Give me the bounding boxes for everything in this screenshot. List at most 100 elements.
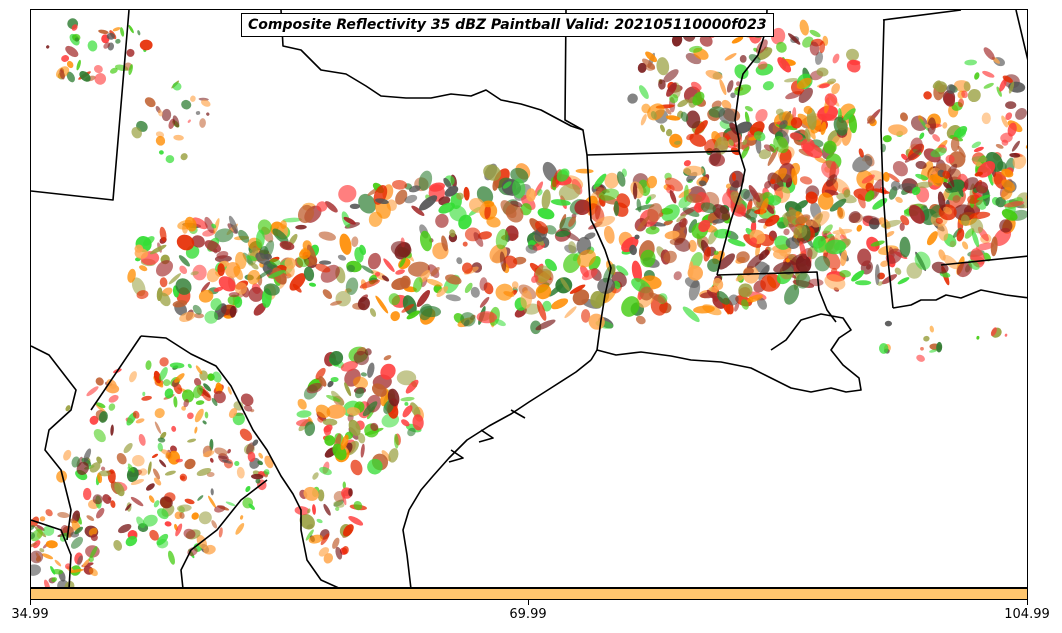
reflectivity-blob [318, 231, 336, 241]
reflectivity-blob [110, 67, 118, 74]
reflectivity-blob [809, 41, 820, 56]
map-panel [30, 9, 1028, 588]
reflectivity-blob [246, 255, 257, 262]
reflectivity-blob [846, 59, 861, 73]
reflectivity-blob [195, 400, 205, 405]
reflectivity-blob [734, 84, 752, 96]
reflectivity-blob [839, 269, 851, 278]
reflectivity-blob [149, 244, 167, 255]
reflectivity-blob [960, 214, 970, 227]
reflectivity-blob [357, 296, 370, 311]
reflectivity-blob [753, 131, 766, 142]
reflectivity-blob [999, 219, 1013, 233]
reflectivity-blob [970, 218, 984, 234]
reflectivity-blob [142, 391, 146, 397]
reflectivity-blob [299, 513, 315, 530]
reflectivity-blob [181, 389, 195, 403]
reflectivity-blob [159, 367, 168, 381]
reflectivity-blob [594, 215, 616, 228]
reflectivity-blob [731, 36, 744, 44]
reflectivity-blob [31, 564, 42, 576]
reflectivity-blob [151, 453, 159, 459]
reflectivity-blob [342, 481, 347, 489]
reflectivity-blob [159, 459, 167, 468]
reflectivity-blob [340, 361, 358, 372]
reflectivity-blob [243, 404, 253, 412]
reflectivity-blob [613, 280, 621, 289]
reflectivity-blob [766, 195, 782, 206]
reflectivity-blob [843, 108, 856, 121]
reflectivity-blob [353, 376, 368, 389]
reflectivity-blob [647, 203, 663, 223]
reflectivity-blob [322, 418, 338, 426]
reflectivity-blob [326, 394, 341, 402]
reflectivity-blob [894, 267, 902, 275]
reflectivity-blob [767, 146, 779, 166]
reflectivity-blob [923, 91, 932, 100]
reflectivity-blob [957, 145, 966, 158]
reflectivity-blob [360, 372, 367, 377]
reflectivity-blob [407, 427, 416, 437]
reflectivity-blob [323, 553, 334, 564]
reflectivity-blob [106, 32, 115, 40]
reflectivity-blob [785, 258, 791, 263]
reflectivity-blob [128, 64, 133, 76]
reflectivity-blob [535, 319, 556, 331]
reflectivity-blob [79, 71, 91, 82]
reflectivity-blob [734, 64, 749, 80]
reflectivity-blob [349, 203, 360, 209]
reflectivity-blob [746, 253, 764, 270]
reflectivity-blob [123, 443, 133, 454]
reflectivity-blob [895, 196, 903, 203]
reflectivity-blob [46, 45, 50, 49]
reflectivity-blob [125, 535, 138, 547]
reflectivity-blob [436, 286, 449, 298]
reflectivity-paintball-layer [31, 16, 1027, 587]
reflectivity-blob [631, 260, 642, 283]
reflectivity-blob [820, 121, 827, 136]
colorbar-tick-label: 104.99 [1004, 607, 1050, 622]
reflectivity-blob [180, 153, 188, 161]
reflectivity-blob [664, 230, 680, 240]
reflectivity-blob [76, 461, 89, 475]
reflectivity-blob [176, 234, 195, 251]
reflectivity-blob [212, 371, 222, 383]
reflectivity-blob [401, 304, 415, 313]
reflectivity-blob [160, 431, 167, 440]
reflectivity-blob [613, 200, 620, 217]
reflectivity-blob [580, 309, 591, 323]
reflectivity-blob [664, 177, 684, 192]
reflectivity-blob [161, 108, 172, 122]
reflectivity-blob [537, 189, 543, 196]
reflectivity-blob [333, 501, 345, 508]
reflectivity-blob [303, 266, 315, 282]
reflectivity-blob [173, 396, 178, 408]
reflectivity-blob [763, 144, 775, 152]
reflectivity-blob [31, 542, 37, 548]
reflectivity-blob [330, 300, 342, 306]
reflectivity-blob [511, 281, 519, 289]
reflectivity-blob [211, 520, 218, 529]
reflectivity-blob [749, 237, 758, 246]
reflectivity-blob [66, 71, 75, 83]
reflectivity-blob [721, 99, 732, 110]
reflectivity-blob [638, 85, 649, 99]
reflectivity-blob [76, 59, 81, 71]
reflectivity-blob [43, 525, 55, 536]
reflectivity-blob [362, 401, 378, 417]
reflectivity-blob [98, 470, 111, 477]
reflectivity-blob [775, 108, 784, 116]
reflectivity-blob [660, 124, 665, 133]
reflectivity-blob [852, 155, 873, 173]
reflectivity-blob [750, 216, 757, 224]
reflectivity-blob [731, 172, 737, 181]
reflectivity-blob [765, 204, 775, 214]
reflectivity-blob [694, 120, 708, 135]
reflectivity-blob [971, 230, 980, 248]
reflectivity-blob [930, 147, 947, 158]
reflectivity-blob [531, 275, 539, 283]
reflectivity-blob [264, 253, 272, 260]
reflectivity-blob [87, 40, 98, 52]
reflectivity-blob [144, 97, 156, 108]
reflectivity-blob [597, 277, 616, 294]
